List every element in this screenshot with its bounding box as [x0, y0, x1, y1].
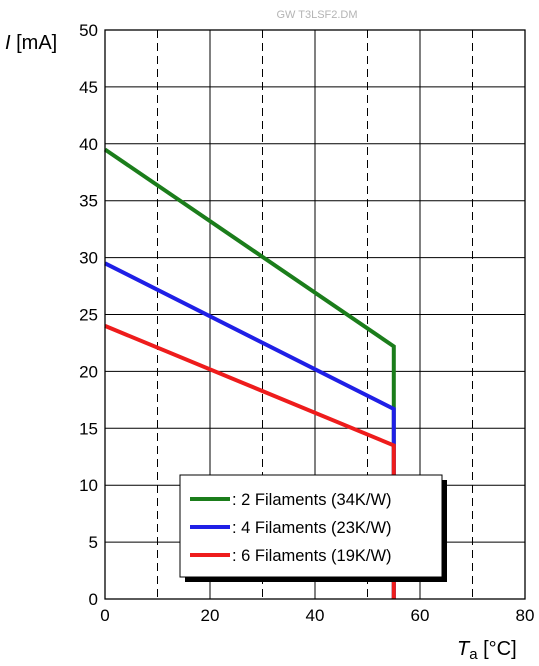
y-tick-label: 20	[79, 362, 98, 381]
x-tick-label: 20	[201, 606, 220, 625]
x-tick-label: 60	[411, 606, 430, 625]
x-axis-unit: [°C]	[478, 638, 517, 660]
x-tick-label: 0	[100, 606, 109, 625]
y-tick-label: 10	[79, 476, 98, 495]
y-tick-label: 15	[79, 419, 98, 438]
y-tick-label: 30	[79, 249, 98, 268]
legend: : 2 Filaments (34K/W) : 4 Filaments (23K/…	[179, 474, 447, 582]
y-tick-label: 35	[79, 192, 98, 211]
x-tick-label: 40	[306, 606, 325, 625]
x-axis-label: Ta [°C]	[457, 638, 517, 663]
plot-frame	[104, 29, 526, 600]
y-tick-label: 25	[79, 306, 98, 325]
legend-label: : 2 Filaments (34K/W)	[232, 491, 392, 509]
watermark: GW T3LSF2.DM	[276, 9, 357, 21]
x-tick-label: 80	[516, 606, 535, 625]
y-tick-labels: 0 5 10 15 20 25 30 35 40 45 50	[79, 21, 98, 609]
y-axis-label: I [mA]	[5, 32, 57, 54]
y-tick-label: 50	[79, 21, 98, 40]
y-tick-label: 5	[89, 533, 98, 552]
y-tick-label: 40	[79, 135, 98, 154]
x-axis-symbol: T	[457, 638, 471, 660]
x-axis-subscript: a	[469, 646, 478, 663]
y-tick-label: 0	[89, 590, 98, 609]
legend-label: : 4 Filaments (23K/W)	[232, 519, 392, 537]
y-axis-symbol: I	[5, 32, 11, 54]
legend-label: : 6 Filaments (19K/W)	[232, 547, 392, 565]
y-tick-label: 45	[79, 78, 98, 97]
y-axis-unit: [mA]	[11, 32, 58, 54]
x-tick-labels: 0 20 40 60 80	[100, 606, 534, 625]
